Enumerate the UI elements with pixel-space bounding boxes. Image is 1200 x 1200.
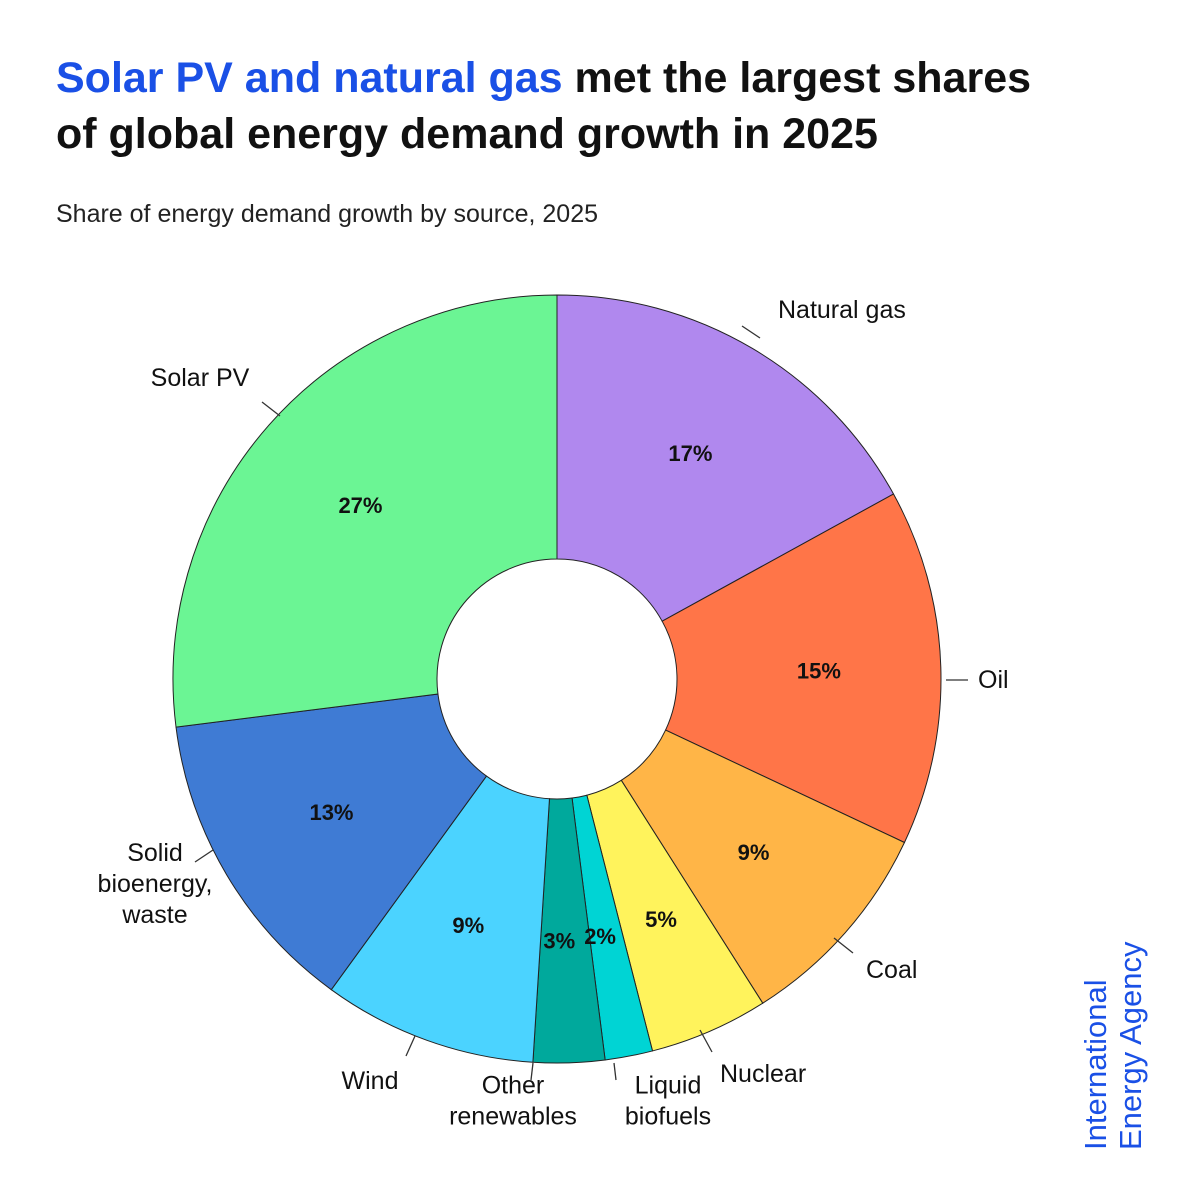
category-labels: Natural gas Oil Coal Nuclear Liquid biofuels O… xyxy=(98,296,1009,1131)
leader-line-solar-pv xyxy=(261,401,281,417)
category-label-natural-gas: Natural gas xyxy=(778,296,906,324)
title-line2: of global energy demand growth in 2025 xyxy=(56,110,878,158)
value-label-other-renewables: 3% xyxy=(543,928,575,953)
slice-solar-pv xyxy=(172,294,558,728)
title-highlight: Solar PV and natural gas xyxy=(56,54,563,102)
leader-line-other-renewables xyxy=(530,1062,534,1081)
category-label-nuclear: Nuclear xyxy=(720,1060,806,1088)
leader-lines xyxy=(194,325,968,1081)
category-label-solid-bioenergy-waste: Solid bioenergy, waste xyxy=(98,839,213,929)
category-label-coal: Coal xyxy=(866,956,917,984)
value-label-liquid-biofuels: 2% xyxy=(584,924,616,949)
title-rest-line1: met the largest shares xyxy=(562,54,1032,102)
iea-logo: International Energy Agency xyxy=(1078,941,1148,1150)
logo-line1: International xyxy=(1078,979,1113,1150)
slice-oil xyxy=(661,493,942,844)
chart-subtitle: Share of energy demand growth by source,… xyxy=(56,200,599,228)
slice-natural-gas xyxy=(556,294,895,622)
chart-title: Solar PV and natural gas met the largest… xyxy=(56,50,1156,162)
logo-line2: Energy Agency xyxy=(1113,941,1148,1150)
leader-line-liquid-biofuels xyxy=(613,1062,617,1081)
value-label-natural-gas: 17% xyxy=(668,441,712,466)
value-label-oil: 15% xyxy=(797,658,841,683)
slice-wind xyxy=(330,775,550,1063)
value-label-wind: 9% xyxy=(452,913,484,938)
category-label-wind: Wind xyxy=(342,1067,399,1095)
slice-solid-bioenergy-waste xyxy=(175,693,488,991)
value-label-coal: 9% xyxy=(738,840,770,865)
category-label-liquid-biofuels: Liquid biofuels xyxy=(625,1072,711,1131)
donut-slices xyxy=(172,294,942,1064)
slice-coal xyxy=(620,729,906,1004)
leader-line-nuclear xyxy=(699,1029,713,1053)
leader-line-coal xyxy=(833,937,854,954)
leader-line-wind xyxy=(405,1035,416,1057)
leader-line-solid-bioenergy-waste xyxy=(194,849,214,863)
value-label-solar-pv: 27% xyxy=(338,493,382,518)
category-label-other-renewables: Other renewables xyxy=(449,1072,577,1131)
leader-line-natural-gas xyxy=(741,325,761,339)
percent-labels: 17% 15% 9% 5% 2% 3% 9% 13% 27% xyxy=(309,441,840,953)
category-label-oil: Oil xyxy=(978,666,1009,694)
value-label-nuclear: 5% xyxy=(645,907,677,932)
category-label-solar-pv: Solar PV xyxy=(151,364,250,392)
value-label-solid-bioenergy-waste: 13% xyxy=(309,800,353,825)
